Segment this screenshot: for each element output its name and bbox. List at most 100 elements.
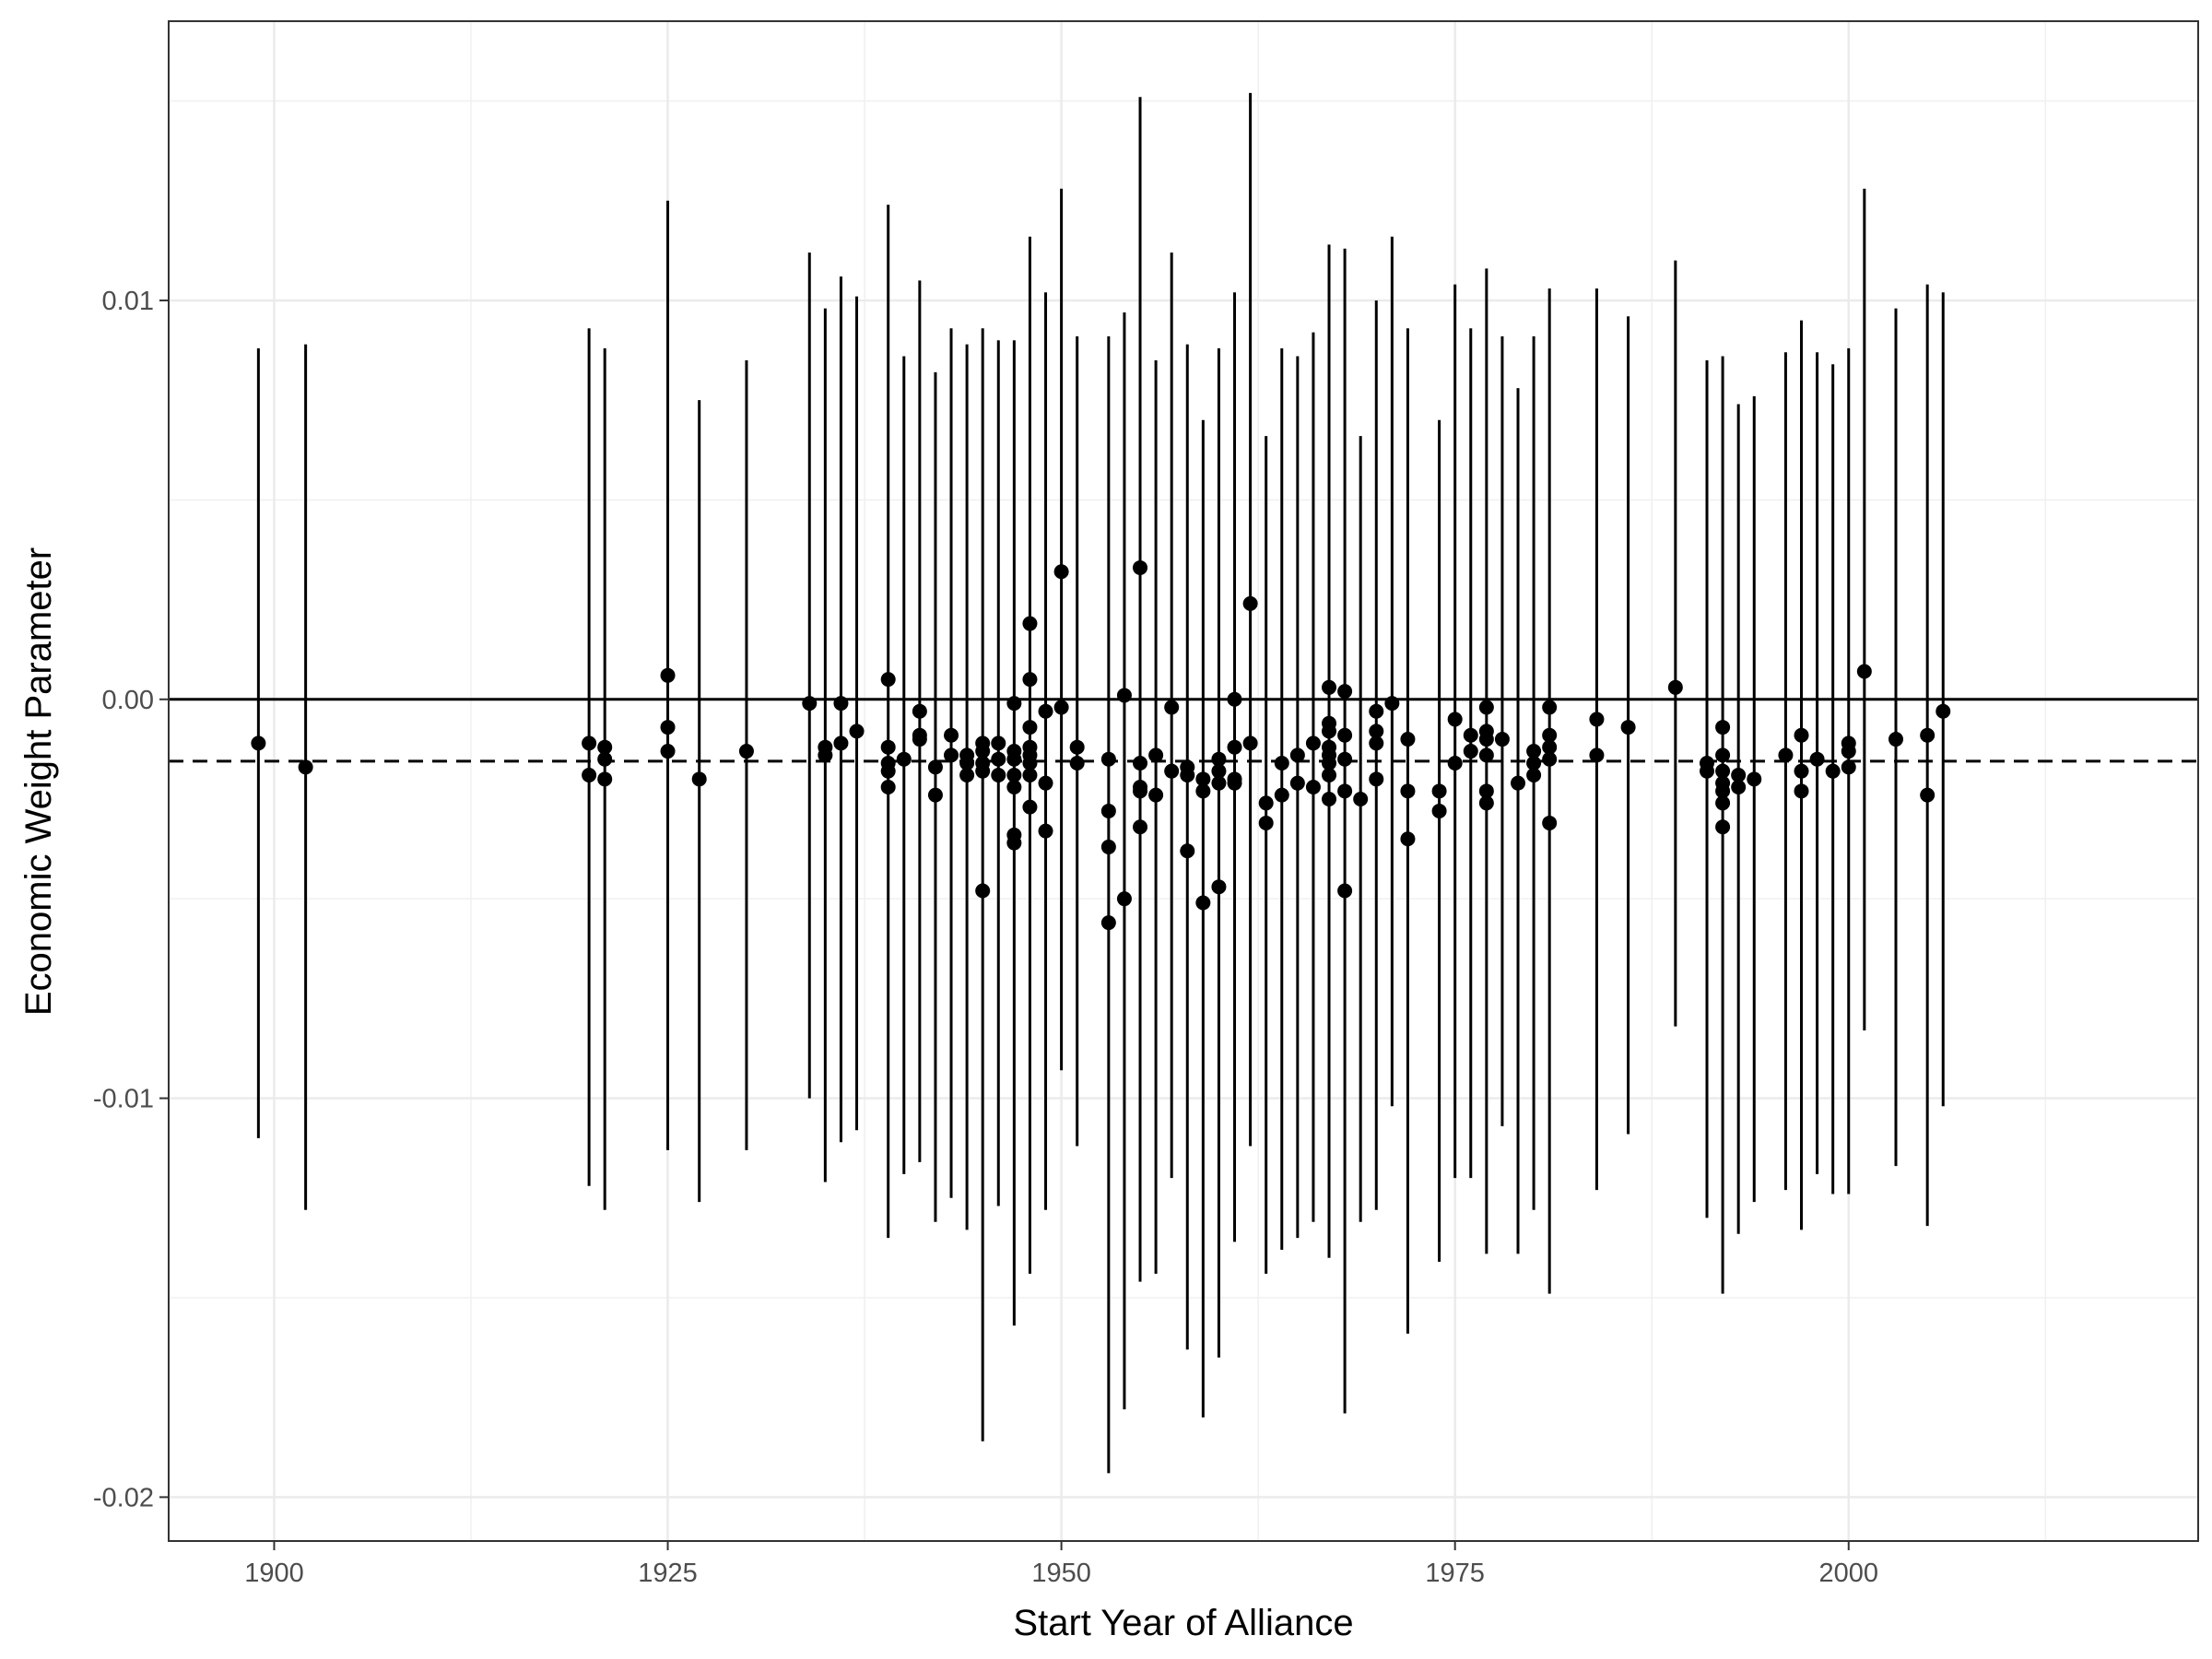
data-point: [1069, 756, 1085, 771]
data-point: [1478, 732, 1494, 747]
data-point: [1542, 751, 1558, 767]
data-point: [880, 763, 896, 779]
data-point: [1463, 744, 1478, 759]
data-point: [1542, 739, 1558, 755]
data-point: [1400, 831, 1416, 847]
data-point: [1322, 791, 1337, 806]
data-points: [251, 559, 1951, 931]
data-point: [1227, 739, 1242, 755]
data-point: [1526, 744, 1542, 759]
data-point: [1841, 759, 1856, 775]
data-point: [1447, 756, 1463, 771]
data-point: [1369, 724, 1384, 739]
data-point: [1022, 672, 1038, 688]
data-point: [1164, 763, 1180, 779]
data-point: [1038, 703, 1053, 719]
data-point: [1715, 795, 1731, 811]
data-point: [1116, 688, 1132, 703]
data-point: [1589, 712, 1605, 727]
data-point: [1400, 783, 1416, 799]
data-point: [1888, 732, 1904, 747]
data-point: [1053, 564, 1069, 580]
x-axis-title: Start Year of Alliance: [1013, 1603, 1353, 1643]
plot-panel-border: [168, 20, 2199, 1542]
y-tick-label: -0.01: [93, 1085, 154, 1114]
data-point: [1022, 768, 1038, 783]
y-tick-label: -0.02: [93, 1483, 154, 1512]
data-point: [1006, 751, 1022, 767]
data-point: [1022, 799, 1038, 815]
data-point: [1794, 763, 1809, 779]
data-point: [1920, 787, 1936, 803]
x-tick-label: 1950: [1031, 1559, 1091, 1588]
data-point: [1620, 720, 1636, 735]
data-point: [1211, 879, 1227, 895]
data-point: [1322, 679, 1337, 695]
data-point: [818, 747, 833, 763]
data-point: [1195, 783, 1211, 799]
data-point: [691, 771, 707, 787]
data-point: [975, 883, 991, 899]
data-point: [1337, 727, 1353, 743]
data-point: [1369, 771, 1384, 787]
data-point: [1164, 700, 1180, 715]
data-point: [1431, 783, 1447, 799]
data-point: [1353, 791, 1369, 806]
data-point: [1322, 768, 1337, 783]
data-point: [1006, 696, 1022, 712]
data-point: [1227, 775, 1242, 791]
data-point: [1211, 751, 1227, 767]
data-point: [833, 735, 849, 751]
data-point: [1038, 823, 1053, 839]
data-point: [1478, 747, 1494, 763]
data-point: [896, 751, 912, 767]
data-point: [298, 759, 313, 775]
data-point: [1133, 819, 1148, 835]
data-point: [1305, 779, 1321, 794]
data-point: [597, 739, 613, 755]
data-point: [1809, 751, 1825, 767]
data-point: [1289, 775, 1305, 791]
data-point: [1006, 779, 1022, 794]
data-point: [1478, 700, 1494, 715]
data-point: [1369, 735, 1384, 751]
data-point: [833, 696, 849, 712]
data-point: [1936, 703, 1951, 719]
data-point: [1920, 727, 1936, 743]
data-point: [849, 724, 865, 739]
x-tick-label: 1925: [638, 1559, 698, 1588]
data-point: [1195, 895, 1211, 911]
data-point: [880, 672, 896, 688]
data-point: [944, 747, 959, 763]
data-point: [1305, 735, 1321, 751]
data-point: [1337, 783, 1353, 799]
data-point: [1337, 751, 1353, 767]
data-point: [1322, 756, 1337, 771]
data-point: [1100, 839, 1116, 854]
data-point: [1289, 747, 1305, 763]
data-point: [1494, 732, 1510, 747]
data-point: [1542, 815, 1558, 830]
data-point: [1478, 783, 1494, 799]
data-point: [1447, 712, 1463, 727]
data-point: [1747, 771, 1762, 787]
data-point: [738, 744, 754, 759]
data-point: [991, 751, 1006, 767]
data-point: [1211, 763, 1227, 779]
data-point: [1022, 720, 1038, 735]
data-point: [1337, 684, 1353, 700]
data-point: [1242, 735, 1258, 751]
data-point: [991, 768, 1006, 783]
data-point: [1700, 763, 1715, 779]
data-point: [1053, 700, 1069, 715]
data-point: [1463, 727, 1478, 743]
data-point: [1715, 819, 1731, 835]
data-point: [1180, 768, 1195, 783]
data-point: [1133, 783, 1148, 799]
data-point: [1038, 775, 1053, 791]
data-point: [880, 779, 896, 794]
data-point: [1825, 763, 1841, 779]
data-point: [1322, 724, 1337, 739]
data-point: [1715, 747, 1731, 763]
data-point: [251, 735, 266, 751]
